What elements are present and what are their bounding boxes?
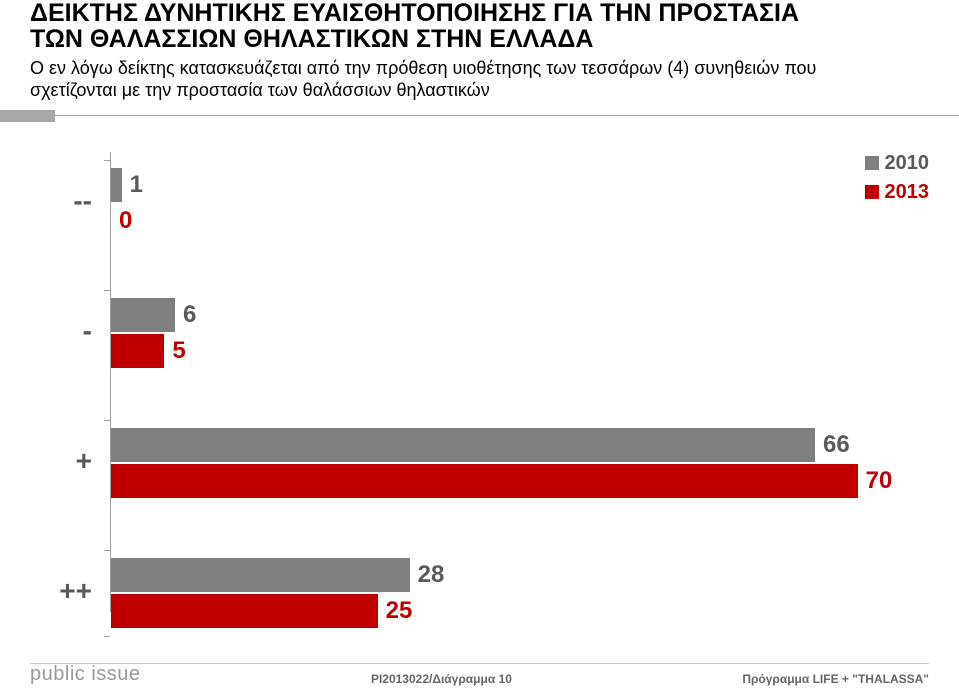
footer: public issue PI2013022/Διάγραμμα 10 Πρόγ… [30,663,929,686]
legend-label: 2010 [885,152,930,175]
footer-center-text: PI2013022/Διάγραμμα 10 [371,672,512,686]
bar-value-label: 66 [823,431,850,459]
legend-swatch [865,156,879,170]
page-subtitle: Ο εν λόγω δείκτης κατασκευάζεται από την… [30,57,929,102]
y-axis [110,152,111,612]
legend: 2010 2013 [865,152,930,210]
page-title: ΔΕΙΚΤΗΣ ΔΥΝΗΤΙΚΗΣ ΕΥΑΙΣΘΗΤΟΠΟΙΗΣΗΣ ΓΙΑ Τ… [30,0,929,53]
bar [111,334,164,368]
footer-right-text: Πρόγραμμα LIFE + "THALASSA" [742,672,929,686]
axis-tick [104,160,110,161]
bar-value-label: 28 [418,561,445,589]
brand-logo-text: public issue [30,663,141,686]
bar [111,428,815,462]
bar [111,558,410,592]
axis-tick [104,636,110,637]
bar [111,168,122,202]
bar [111,594,378,628]
bar [111,464,858,498]
title-line-2: ΤΩΝ ΘΑΛΑΣΣΙΩΝ ΘΗΛΑΣΤΙΚΩΝ ΣΤΗΝ ΕΛΛΑΔΑ [30,25,593,53]
header: ΔΕΙΚΤΗΣ ΔΥΝΗΤΙΚΗΣ ΕΥΑΙΣΘΗΤΟΠΟΙΗΣΗΣ ΓΙΑ Τ… [0,0,959,102]
category-label: ++ [30,575,92,607]
legend-swatch [865,185,879,199]
category-label: + [30,445,92,477]
axis-tick [104,290,110,291]
subtitle-line-2: σχετίζονται με την προστασία των θαλάσσι… [30,80,490,100]
plot-area: --10-65+6670++282520102013 [30,152,929,612]
bar-value-label: 6 [183,301,196,329]
category-label: - [30,315,92,347]
header-accent [0,110,959,122]
bar-value-label: 70 [866,467,893,495]
bar-value-label: 0 [119,207,132,235]
legend-item: 2013 [865,181,930,204]
subtitle-line-1: Ο εν λόγω δείκτης κατασκευάζεται από την… [30,58,816,78]
legend-label: 2013 [885,181,930,204]
bar-value-label: 25 [386,597,413,625]
bar-chart: --10-65+6670++282520102013 [30,152,929,612]
legend-item: 2010 [865,152,930,175]
title-line-1: ΔΕΙΚΤΗΣ ΔΥΝΗΤΙΚΗΣ ΕΥΑΙΣΘΗΤΟΠΟΙΗΣΗΣ ΓΙΑ Τ… [30,0,799,27]
axis-tick [104,550,110,551]
bar [111,298,175,332]
category-label: -- [30,185,92,217]
bar-value-label: 1 [130,171,143,199]
axis-tick [104,420,110,421]
accent-line [55,115,959,116]
accent-block [0,110,55,122]
bar-value-label: 5 [172,337,185,365]
